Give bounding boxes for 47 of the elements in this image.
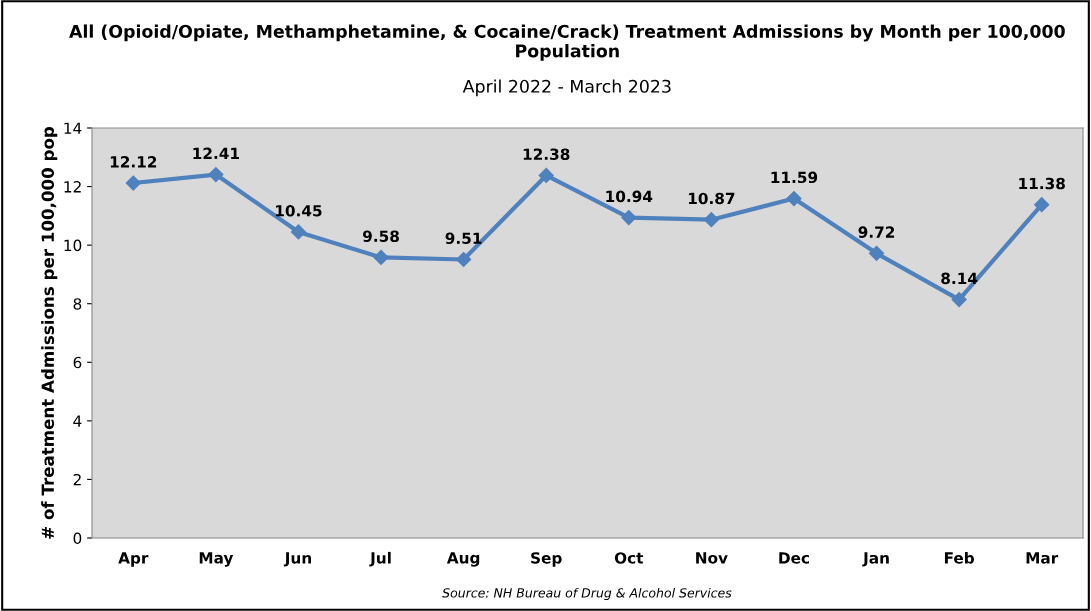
y-tick-label: 12 [64,181,81,193]
data-label: 10.45 [276,204,322,217]
data-label: 12.12 [110,156,157,168]
data-label: 12.38 [523,148,570,160]
y-tick-label: 14 [64,122,82,134]
point [951,292,967,308]
data-label: 11.38 [1019,177,1065,190]
point [868,245,885,261]
x-tick-label: Apr [118,552,149,567]
x-tick-label: Jan [862,552,889,567]
point [208,166,224,183]
x-tick-label: Aug [446,552,480,567]
y-tick-label: 4 [73,415,82,427]
point [125,175,141,191]
y-tick-label: 6 [73,356,82,369]
point [538,167,554,184]
data-label: 10.94 [606,190,653,203]
point [786,191,802,207]
source-note: Source: NH Bureau of Drug & Alcohol Services [442,587,732,600]
y-tick-label: 0 [73,532,82,545]
chart-title: All (Opioid/Opiate, Methamphetamine, & Cocaine/Crack) Treatment Admissions by Month per 100,000 Population [69,24,1065,61]
x-tick-label: Nov [696,552,728,564]
point [373,249,389,266]
point [703,212,719,228]
point [456,251,472,268]
x-tick-label: Jun [283,552,311,567]
x-tick-label: Oct [614,552,644,564]
data-label: 9.51 [445,232,482,245]
y-axis-title: # of Treatment Admissions per 100,000 pop [41,126,58,539]
y-tick-label: 10 [64,239,82,252]
x-tick-label: May [199,552,234,567]
data-label: 9.58 [362,230,399,242]
y-tick-label: 8 [73,298,82,310]
x-tick-label: Feb [944,551,974,564]
x-tick-label: Jul [369,551,391,567]
point [290,224,307,240]
point [1034,197,1050,213]
x-tick-label: Dec [779,552,809,564]
x-tick-label: Sep [531,552,562,567]
point [621,210,637,226]
data-label: 9.72 [858,226,895,238]
data-label: 10.87 [688,192,735,205]
data-label: 12.41 [193,147,239,159]
x-tick-label: Mar [1026,552,1059,564]
y-tick-label: 2 [73,473,81,486]
data-label: 11.59 [771,171,818,184]
chart-subtitle: April 2022 - March 2023 [462,79,671,97]
